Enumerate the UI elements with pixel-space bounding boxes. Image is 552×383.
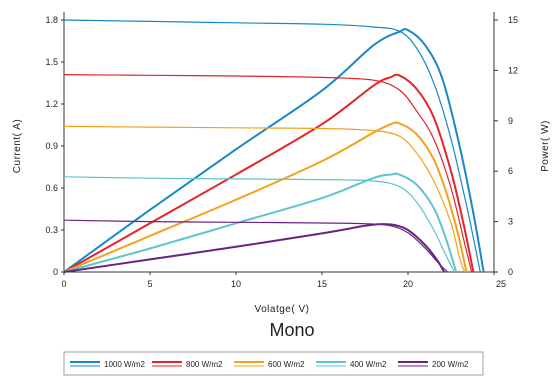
x-axis-label: Volatge( V) <box>255 304 310 315</box>
right-tick-label: 12 <box>508 65 518 75</box>
power-curve-1000 <box>63 27 485 273</box>
right-tick-label: 3 <box>508 217 513 227</box>
right-tick-label: 15 <box>508 15 518 25</box>
x-tick-label: 5 <box>147 279 152 289</box>
left-tick-label: 1.8 <box>45 15 58 25</box>
legend-label-800: 800 W/m2 <box>186 360 223 369</box>
x-tick-label: 20 <box>403 279 413 289</box>
left-tick-label: 0.6 <box>45 183 58 193</box>
x-tick-label: 15 <box>317 279 327 289</box>
right-axis-ticks: 0 3 6 9 12 15 <box>494 15 518 277</box>
legend-label-400: 400 W/m2 <box>350 360 387 369</box>
x-axis-ticks: 0 5 10 15 20 25 <box>61 272 506 289</box>
right-axis-label: Power( W) <box>540 120 551 172</box>
power-curve-400 <box>63 172 458 273</box>
current-curve-800 <box>63 74 473 273</box>
power-curve-800 <box>63 73 475 273</box>
x-tick-label: 0 <box>61 279 66 289</box>
left-axis-ticks: 0 0.3 0.6 0.9 1.2 1.5 1.8 <box>45 15 64 277</box>
x-tick-label: 25 <box>496 279 506 289</box>
chart-title: Mono <box>269 320 314 340</box>
left-axis-label: Current( A) <box>12 119 23 173</box>
left-tick-label: 0 <box>53 267 58 277</box>
legend-box <box>63 351 484 376</box>
legend-label-1000: 1000 W/m2 <box>104 360 145 369</box>
right-tick-label: 6 <box>508 166 513 176</box>
current-curve-400 <box>63 176 455 273</box>
legend: 1000 W/m2 800 W/m2 600 W/m2 400 W/m2 200 W/m… <box>63 351 484 376</box>
legend-label-200: 200 W/m2 <box>432 360 469 369</box>
left-tick-label: 1.5 <box>45 57 58 67</box>
left-tick-label: 0.9 <box>45 141 58 151</box>
right-tick-label: 9 <box>508 116 513 126</box>
plot-frame <box>63 12 495 273</box>
curves <box>63 19 485 273</box>
current-curve-600 <box>63 125 466 273</box>
current-curve-1000 <box>63 19 481 273</box>
right-tick-label: 0 <box>508 267 513 277</box>
power-curve-200 <box>63 223 445 273</box>
x-tick-label: 10 <box>231 279 241 289</box>
left-tick-label: 1.2 <box>45 99 58 109</box>
power-curve-600 <box>63 121 468 273</box>
left-tick-label: 0.3 <box>45 225 58 235</box>
current-curve-200 <box>63 219 448 273</box>
legend-label-600: 600 W/m2 <box>268 360 305 369</box>
